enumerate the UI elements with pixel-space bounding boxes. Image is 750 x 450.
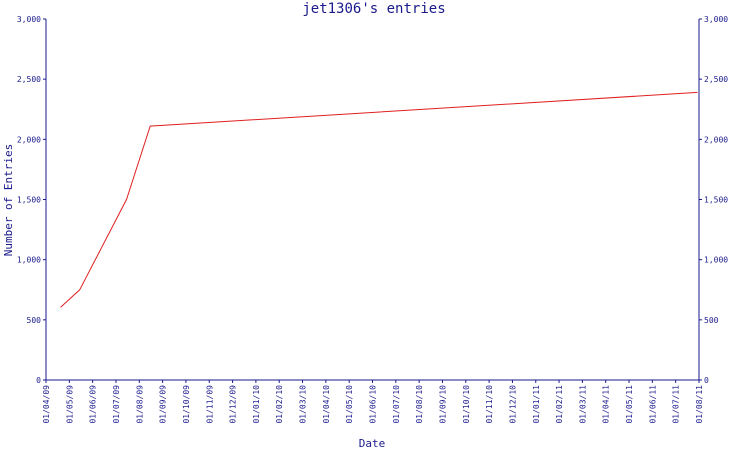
y-tick-label-left: 1,500 (17, 196, 41, 205)
x-tick-label: 01/08/10 (415, 385, 424, 424)
y-tick-label-right: 1,000 (704, 256, 728, 265)
y-tick-label-left: 2,000 (17, 135, 41, 144)
series-group (60, 91, 698, 308)
y-tick-label-right: 3,000 (704, 15, 728, 24)
y-tick-label-right: 1,500 (704, 196, 728, 205)
y-tick-label-right: 2,000 (704, 135, 728, 144)
x-tick-label: 01/08/11 (695, 385, 704, 424)
x-tick-label: 01/05/11 (625, 385, 634, 424)
x-tick-label: 01/06/10 (369, 385, 378, 424)
x-tick-label: 01/12/09 (229, 385, 238, 424)
x-axis-label: Date (359, 437, 386, 450)
series-line (60, 91, 698, 308)
chart-title: jet1306's entries (302, 1, 445, 17)
x-tick-label: 01/03/11 (578, 385, 587, 424)
x-tick-label: 01/10/09 (182, 385, 191, 424)
x-tick-label: 01/04/11 (602, 385, 611, 424)
x-tick-label: 01/04/10 (322, 385, 331, 424)
x-tick-label: 01/11/09 (205, 385, 214, 424)
x-tick-label: 01/06/11 (648, 385, 657, 424)
x-tick-label: 01/01/11 (532, 385, 541, 424)
x-tick-label: 01/09/09 (159, 385, 168, 424)
y-ticks: 0 0 500 500 1,000 1,000 1,500 1,500 2,000 2,000 2,… (17, 15, 728, 385)
x-tick-label: 01/02/10 (275, 385, 284, 424)
x-tick-label: 01/05/09 (65, 385, 74, 424)
y-tick-label-left: 500 (27, 316, 42, 325)
x-tick-label: 01/03/10 (299, 385, 308, 424)
y-tick-label-left: 3,000 (17, 15, 41, 24)
x-tick-label: 01/08/09 (135, 385, 144, 424)
x-tick-label: 01/11/10 (485, 385, 494, 424)
x-ticks: 01/04/09 01/05/09 01/06/09 01/07/09 01/08/09… (42, 380, 704, 424)
x-tick-label: 01/06/09 (89, 385, 98, 424)
x-tick-label: 01/04/09 (42, 385, 51, 424)
x-tick-label: 01/07/11 (672, 385, 681, 424)
x-tick-label: 01/12/10 (508, 385, 517, 424)
x-tick-label: 01/07/09 (112, 385, 121, 424)
x-tick-label: 01/10/10 (462, 385, 471, 424)
y-tick-label-left: 1,000 (17, 256, 41, 265)
x-tick-label: 01/07/10 (392, 385, 401, 424)
y-tick-label-right: 2,500 (704, 75, 728, 84)
y-tick-label-left: 0 (36, 376, 41, 385)
x-tick-label: 01/09/10 (438, 385, 447, 424)
x-tick-label: 01/02/11 (555, 385, 564, 424)
axes (45, 19, 700, 381)
y-tick-label-left: 2,500 (17, 75, 41, 84)
y-tick-label-right: 0 (704, 376, 709, 385)
y-axis-label: Number of Entries (2, 144, 15, 257)
x-tick-label: 01/05/10 (345, 385, 354, 424)
x-tick-label: 01/01/10 (252, 385, 261, 424)
y-tick-label-right: 500 (704, 316, 719, 325)
